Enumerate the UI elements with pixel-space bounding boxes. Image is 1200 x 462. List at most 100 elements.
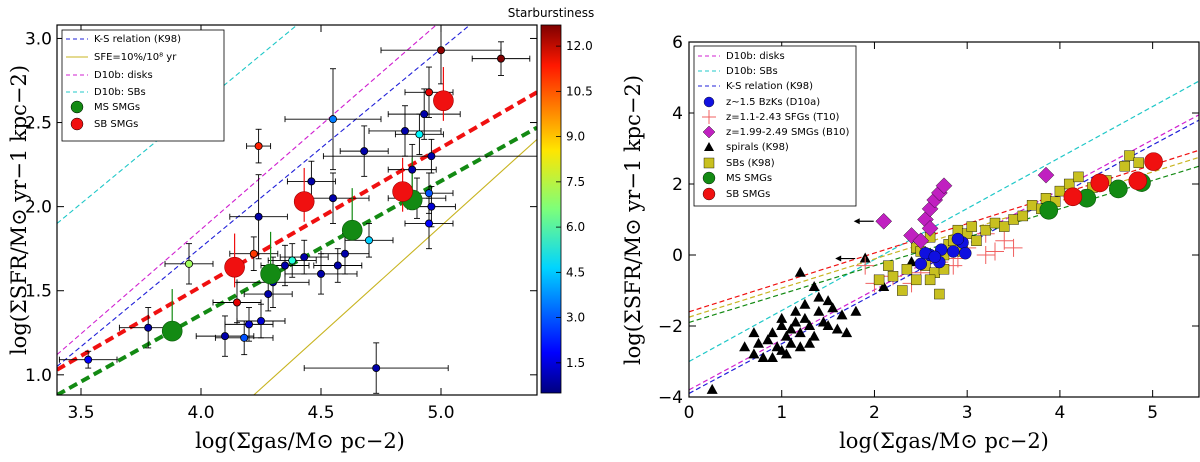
right-ms-smg-0 (1039, 200, 1059, 220)
right-legend-label-7: SBs (K98) (726, 158, 775, 169)
right-spiral-15 (794, 341, 806, 352)
right-sb-k98-6 (910, 274, 922, 286)
right-xtick-label-0: 0 (684, 403, 695, 423)
right-spiral-14 (794, 327, 806, 338)
right-spiral-29 (878, 280, 890, 291)
right-spiral-6 (766, 327, 778, 338)
left-point-33 (427, 152, 436, 161)
left-ytick-label-3: 2.5 (25, 114, 52, 134)
right-sb-k98-11 (934, 288, 945, 300)
right-sfg-11 (1004, 238, 1023, 257)
right-axis-ticks: 0 1 2 3 4 5 −4 −2 0 2 4 6 (658, 33, 1199, 423)
right-legend-label-2: K-S relation (K98) (726, 81, 813, 92)
left-point-7 (249, 249, 258, 258)
left-legend-label-2: D10b: disks (94, 70, 153, 81)
left-ms-smg-2 (341, 219, 363, 241)
right-smg-b10-8 (1037, 166, 1055, 184)
left-xtick-label-2: 4.5 (307, 403, 334, 423)
left-legend-label-5: SB SMGs (94, 119, 138, 130)
right-spiral-19 (813, 305, 825, 316)
right-ytick-label-2: 0 (672, 246, 683, 266)
right-sb-k98-22 (999, 221, 1010, 232)
left-data-points (84, 46, 505, 373)
right-sfg-14 (986, 242, 1004, 261)
right-sb-k98-3 (897, 285, 908, 296)
right-spiral-30 (776, 312, 788, 323)
left-ytick-label-1: 1.5 (25, 282, 52, 302)
right-spiral-1 (739, 341, 751, 352)
left-x-axis-label: log(Σgas/M⊙ pc−2) (195, 429, 405, 453)
colorbar: Starburstiness 1.5 3.0 4.5 6.0 7.5 9.0 10.5 12.… (508, 6, 594, 394)
right-ytick-label-1: −2 (658, 317, 683, 337)
right-bzk-4 (947, 245, 960, 258)
left-point-5 (240, 333, 249, 342)
left-point-4 (232, 298, 241, 307)
right-sb-k98-18 (966, 221, 978, 232)
right-sb-smg-2 (1128, 171, 1148, 191)
left-point-31 (427, 202, 436, 211)
right-arrow-head-0 (853, 218, 860, 225)
right-ytick-label-0: −4 (658, 388, 683, 408)
left-legend: K-S relation (K98) SFE=10%/10⁸ yr D10b: … (61, 29, 225, 142)
right-spiral-35 (780, 348, 792, 359)
right-sb-k98-36 (1124, 150, 1135, 161)
right-legend: D10b: disks D10b: SBs K-S relation (K98)… (693, 45, 857, 207)
right-sb-k98-21 (989, 217, 1001, 229)
right-x-axis-label: log(Σgas/M⊙ pc−2) (839, 429, 1049, 453)
right-spiral-8 (776, 320, 788, 330)
left-point-3 (220, 332, 229, 341)
left-point-30 (424, 189, 433, 198)
right-spiral-34 (790, 305, 802, 316)
right-sb-smg-0 (1063, 187, 1083, 207)
right-xtick-label-1: 1 (776, 403, 787, 423)
colorbar-tick-label-2: 4.5 (566, 265, 585, 279)
right-xtick-label-3: 3 (962, 403, 973, 423)
left-point-26 (408, 165, 417, 174)
right-sb-smg-3 (1144, 152, 1163, 171)
right-spiral-12 (785, 337, 797, 348)
right-sb-k98-38 (924, 274, 936, 286)
right-arrow-head-1 (835, 255, 842, 262)
right-sb-k98-1 (883, 260, 894, 271)
right-data-points (706, 150, 1163, 394)
left-sb-smg-2 (392, 181, 413, 202)
right-spiral-26 (841, 327, 853, 338)
right-xtick-label-2: 2 (869, 403, 880, 423)
left-point-2 (184, 259, 193, 268)
right-sb-k98-20 (980, 224, 991, 236)
left-legend-label-4: MS SMGs (94, 102, 140, 113)
right-sb-k98-31 (1073, 171, 1084, 183)
right-spiral-36 (799, 298, 811, 309)
left-sb-smg-1 (293, 191, 315, 212)
left-line-0 (57, 25, 471, 367)
right-spiral-31 (766, 351, 778, 362)
left-point-35 (436, 46, 445, 55)
right-bzk-0 (914, 257, 928, 271)
left-point-9 (254, 142, 263, 151)
left-point-22 (360, 147, 369, 156)
right-spiral-23 (827, 302, 839, 313)
right-spiral-5 (762, 334, 774, 345)
right-line-1 (689, 80, 1199, 363)
colorbar-tick-label-5: 9.0 (566, 130, 585, 144)
left-point-14 (288, 256, 297, 265)
right-spiral-38 (822, 295, 834, 306)
left-legend-label-0: K-S relation (K98) (94, 34, 181, 45)
left-axis-ticks: 3.5 4.0 4.5 5.0 1.0 1.5 2.0 2.5 3.0 (25, 25, 537, 423)
colorbar-tick-label-4: 7.5 (566, 175, 585, 189)
colorbar-tick-label-7: 12.0 (566, 39, 593, 53)
left-sb-smg-0 (224, 256, 245, 278)
left-point-25 (400, 126, 409, 135)
left-legend-label-1: SFE=10%/10⁸ yr (94, 52, 177, 63)
left-ytick-label-4: 3.0 (25, 29, 52, 49)
right-line-3 (689, 149, 1199, 313)
right-legend-label-9: SB SMGs (726, 189, 770, 200)
right-smg-b10-7 (935, 177, 953, 195)
left-xtick-label-0: 3.5 (67, 403, 94, 423)
left-line-2 (57, 25, 437, 356)
right-spiral-17 (804, 320, 816, 330)
left-point-21 (340, 249, 349, 258)
left-point-16 (307, 177, 316, 186)
right-y-axis-label: log(ΣSFR/M⊙ yr−1 kpc−2) (621, 75, 645, 365)
colorbar-tick-label-3: 6.0 (566, 220, 585, 234)
